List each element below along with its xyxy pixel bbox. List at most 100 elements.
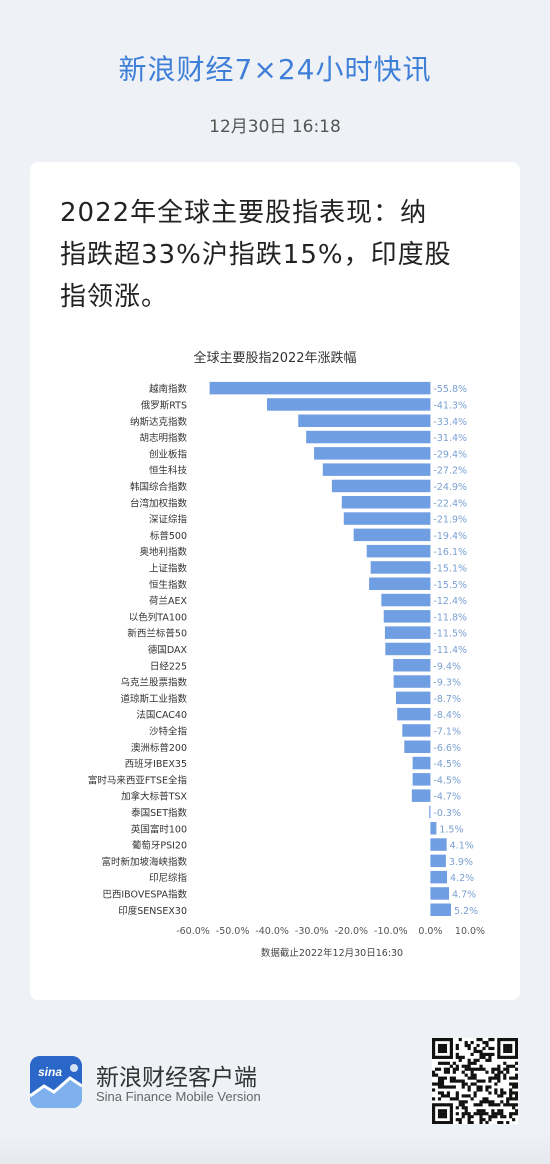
qr-module [437,1082,442,1086]
category-label: 泰国SET指数 [131,807,187,819]
qr-module [497,1109,501,1113]
qr-module [432,1046,436,1051]
qr-module [470,1115,474,1119]
qr-module [437,1046,442,1051]
qr-module [479,1064,483,1068]
qr-module [488,1076,492,1080]
x-tick-label: -10.0% [374,926,408,937]
category-label: 创业板指 [149,448,188,460]
qr-module [515,1038,519,1042]
qr-module [449,1055,453,1059]
qr-module [515,1112,519,1116]
qr-module [479,1121,483,1125]
x-tick-label: -30.0% [295,926,329,937]
bar [393,659,431,672]
data-label: -33.4% [433,417,467,428]
data-label: -4.5% [433,759,461,770]
x-tick-label: -40.0% [255,926,289,937]
qr-module [467,1112,471,1116]
x-tick-label: -50.0% [216,926,250,937]
bar [402,724,431,737]
data-label: -22.4% [433,498,467,509]
category-label: 西班牙IBEX35 [125,758,187,770]
bar [314,447,431,460]
qr-module [432,1118,436,1122]
bar [411,789,431,802]
qr-module [440,1085,445,1089]
qr-module [485,1070,489,1074]
qr-module [482,1040,486,1045]
qr-module [440,1115,445,1119]
bar [343,512,431,525]
qr-module [488,1100,492,1104]
qr-module [432,1052,436,1056]
qr-module [491,1109,495,1113]
qr-module [488,1052,492,1056]
qr-module [449,1079,453,1083]
qr-module [509,1094,513,1098]
qr-module [476,1088,480,1092]
qr-module [437,1067,442,1071]
data-label: -4.7% [433,792,461,803]
qr-module [494,1088,498,1092]
qr-module [491,1076,495,1080]
qr-module [470,1121,474,1125]
qr-module [452,1061,456,1065]
qr-module [470,1097,474,1101]
qr-module [467,1088,471,1092]
data-label: 4.7% [452,889,476,900]
chart-note: 数据截止2022年12月30日16:30 [261,947,403,959]
qr-module [440,1043,445,1048]
data-label: -12.4% [433,596,467,607]
qr-module [494,1091,498,1095]
bar [412,756,431,770]
qr-module [482,1100,486,1104]
qr-module [473,1112,477,1116]
qr-module [473,1082,477,1086]
qr-module [503,1043,507,1048]
qr-module [452,1076,456,1080]
qr-module [515,1046,519,1051]
qr-module [479,1109,483,1113]
data-label: -11.5% [433,629,467,640]
category-label: 新西兰标普50 [127,628,187,640]
qr-module [432,1049,436,1054]
qr-module [437,1055,442,1059]
qr-module [449,1038,453,1042]
qr-module [473,1094,477,1098]
app-name: 新浪财经客户端 [96,1065,257,1091]
qr-module [506,1103,510,1107]
qr-module [509,1055,513,1059]
qr-module [500,1094,504,1098]
bar [385,642,431,656]
qr-module [476,1058,480,1062]
x-tick-label: 10.0% [455,926,485,937]
qr-module [467,1094,471,1098]
qr-module [443,1038,448,1042]
sina-finance-logo: sina [30,1056,82,1108]
qr-module [458,1038,462,1042]
data-label: -11.4% [433,645,467,656]
qr-module [509,1038,513,1042]
page-title: 新浪财经7×24小时快讯 [118,53,432,86]
qr-module [506,1070,510,1074]
qr-module [464,1106,468,1110]
qr-module [476,1085,480,1089]
qr-module [509,1103,513,1107]
category-label: 富时马来西亚FTSE全指 [88,774,188,786]
qr-module [434,1103,439,1107]
qr-module [473,1073,477,1077]
qr-module [449,1097,453,1101]
logo-graphic: sina [30,1056,82,1108]
qr-module [455,1112,459,1116]
qr-module [497,1055,501,1059]
bar [266,398,431,411]
qr-module [449,1040,453,1045]
data-label: -24.9% [433,482,467,493]
qr-module [479,1038,483,1042]
category-label: 英国富时100 [131,823,187,835]
x-tick-label: -20.0% [334,926,368,937]
data-label: -16.1% [433,547,467,558]
qr-module [464,1073,468,1077]
qr-module [443,1070,448,1074]
